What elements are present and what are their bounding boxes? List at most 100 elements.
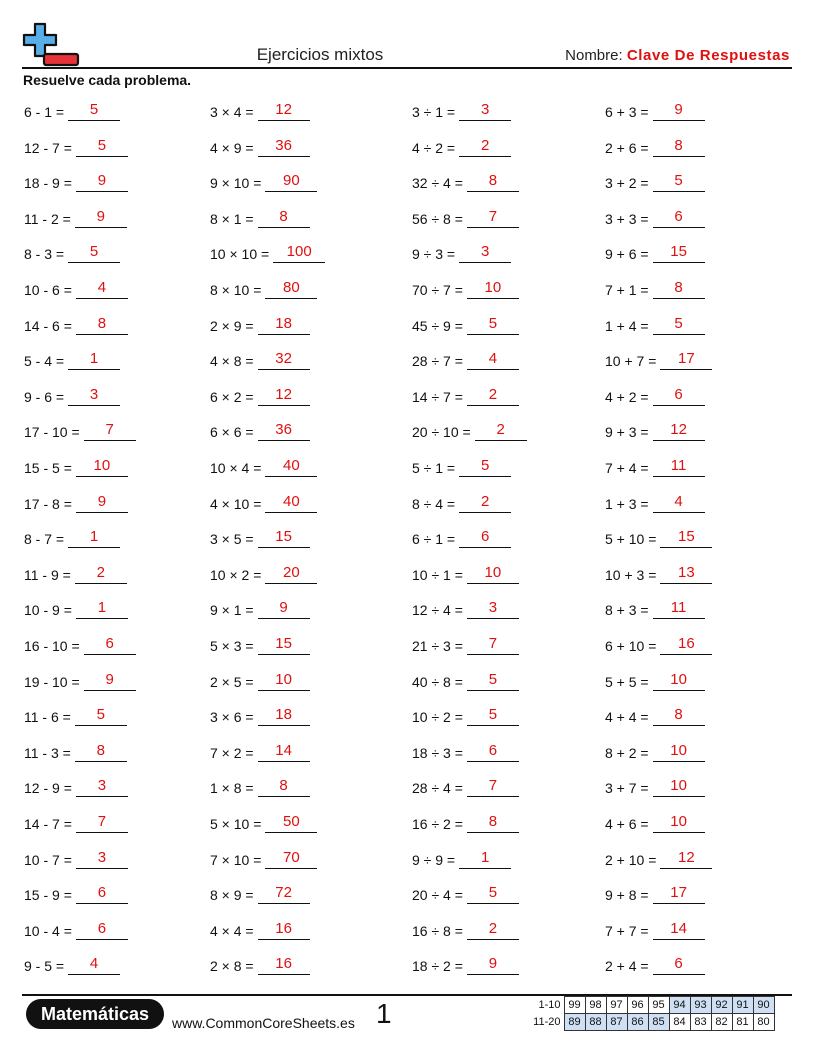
- problem-question: 4 × 10 =: [210, 495, 262, 512]
- problem-answer: 6: [652, 955, 705, 976]
- score-row-label: 11-20: [533, 1016, 561, 1028]
- score-cell: 99: [563, 996, 586, 1014]
- problem-answer: 3: [459, 101, 512, 121]
- problem-answer: 11: [652, 457, 705, 477]
- name-value: Clave De Respuestas: [626, 47, 790, 64]
- problem-question: 12 - 9 =: [24, 780, 72, 797]
- problem-answer: 80: [265, 279, 318, 299]
- problem-answer: 7: [466, 777, 519, 798]
- problem-item: 6 + 10 = 16: [605, 635, 713, 657]
- problem-item: 6 - 1 = 5: [24, 101, 121, 123]
- score-cell: 87: [605, 1013, 628, 1031]
- problem-answer: 17: [660, 350, 713, 371]
- problem-item: 17 - 8 = 9: [24, 493, 128, 515]
- problem-answer: 11: [652, 599, 705, 620]
- problem-item: 14 ÷ 7 = 2: [412, 386, 519, 408]
- problem-question: 5 × 10 =: [210, 816, 262, 832]
- problem-item: 12 - 7 = 5: [24, 137, 128, 159]
- problem-item: 12 ÷ 4 = 3: [412, 599, 519, 621]
- problem-question: 18 ÷ 2 =: [412, 958, 463, 975]
- score-row: 11-20 89 88 87 86 85 84 83 82 81 80: [528, 1013, 775, 1031]
- problem-item: 15 - 5 = 10: [24, 457, 128, 479]
- problem-item: 10 + 3 = 13: [605, 564, 713, 586]
- problem-question: 9 × 10 =: [210, 175, 262, 192]
- score-cell: 97: [605, 996, 628, 1014]
- problem-answer: 9: [75, 172, 128, 193]
- problem-item: 15 - 9 = 6: [24, 884, 128, 906]
- problem-answer: 14: [257, 742, 310, 762]
- problem-answer: 1: [75, 599, 128, 620]
- problem-answer: 14: [652, 920, 705, 940]
- problem-item: 8 ÷ 4 = 2: [412, 493, 512, 515]
- problem-item: 45 ÷ 9 = 5: [412, 315, 519, 337]
- problem-answer: 2: [466, 386, 519, 406]
- problem-answer: 4: [68, 955, 121, 976]
- problem-question: 10 × 2 =: [210, 566, 262, 583]
- name-label: Nombre:: [565, 47, 623, 64]
- problem-item: 10 - 6 = 4: [24, 279, 128, 301]
- plus-minus-logo-icon: [22, 22, 80, 67]
- problem-item: 5 × 3 = 15: [210, 635, 310, 657]
- problem-answer: 6: [83, 635, 136, 655]
- problem-answer: 16: [257, 920, 310, 940]
- problem-answer: 5: [466, 706, 519, 727]
- problem-answer: 8: [652, 279, 705, 299]
- score-row: 1-10 99 98 97 96 95 94 93 92 91 90: [528, 996, 775, 1014]
- problem-item: 3 + 7 = 10: [605, 777, 705, 799]
- problem-question: 3 × 5 =: [210, 531, 254, 548]
- problem-answer: 50: [265, 813, 318, 833]
- problem-item: 4 × 10 = 40: [210, 493, 318, 515]
- problem-answer: 3: [459, 243, 512, 264]
- problem-question: 14 ÷ 7 =: [412, 388, 463, 405]
- problem-answer: 15: [257, 635, 310, 655]
- problem-item: 2 + 6 = 8: [605, 137, 705, 159]
- problem-answer: 3: [466, 599, 519, 620]
- problem-question: 12 - 7 =: [24, 139, 72, 156]
- problem-item: 2 × 8 = 16: [210, 955, 310, 977]
- score-cell: 83: [689, 1013, 712, 1031]
- problem-answer: 1: [459, 849, 512, 869]
- problem-item: 16 ÷ 2 = 8: [412, 813, 519, 835]
- problem-item: 11 - 2 = 9: [24, 208, 127, 230]
- problem-question: 45 ÷ 9 =: [412, 317, 463, 334]
- problem-answer: 72: [257, 884, 310, 905]
- problem-question: 7 + 7 =: [605, 922, 649, 939]
- problem-item: 9 × 1 = 9: [210, 599, 310, 621]
- problem-question: 2 + 4 =: [605, 958, 649, 975]
- problem-answer: 1: [68, 528, 121, 549]
- problem-question: 6 × 2 =: [210, 388, 254, 405]
- problem-answer: 5: [466, 671, 519, 691]
- problem-item: 8 - 7 = 1: [24, 528, 121, 550]
- problem-answer: 7: [75, 813, 128, 833]
- problem-item: 28 ÷ 4 = 7: [412, 777, 519, 799]
- problem-item: 3 ÷ 1 = 3: [412, 101, 512, 123]
- problem-question: 18 ÷ 3 =: [412, 744, 463, 761]
- problem-question: 8 + 3 =: [605, 602, 649, 619]
- problem-question: 4 × 9 =: [210, 139, 254, 156]
- problem-question: 5 ÷ 1 =: [412, 460, 456, 476]
- problem-question: 1 × 8 =: [210, 780, 254, 797]
- problem-question: 70 ÷ 7 =: [412, 282, 463, 298]
- problem-item: 21 ÷ 3 = 7: [412, 635, 519, 657]
- problem-answer: 10: [652, 777, 705, 798]
- score-cell: 81: [731, 1013, 754, 1031]
- problem-item: 56 ÷ 8 = 7: [412, 208, 519, 230]
- problem-question: 5 - 4 =: [24, 353, 65, 370]
- problem-question: 3 × 6 =: [210, 709, 254, 726]
- problem-question: 9 + 8 =: [605, 887, 649, 904]
- score-cell: 94: [668, 996, 691, 1014]
- problem-question: 9 ÷ 3 =: [412, 246, 456, 263]
- problem-question: 19 - 10 =: [24, 673, 80, 690]
- problem-question: 8 ÷ 4 =: [412, 495, 456, 512]
- problem-item: 32 ÷ 4 = 8: [412, 172, 519, 194]
- problem-question: 10 - 7 =: [24, 851, 72, 868]
- problem-item: 5 ÷ 1 = 5: [412, 457, 512, 479]
- problem-item: 3 + 2 = 5: [605, 172, 705, 194]
- problem-question: 3 ÷ 1 =: [412, 104, 456, 120]
- problem-item: 9 × 10 = 90: [210, 172, 318, 194]
- problem-item: 6 × 2 = 12: [210, 386, 310, 408]
- problem-item: 3 × 6 = 18: [210, 706, 310, 728]
- problem-question: 9 × 1 =: [210, 602, 254, 619]
- problem-answer: 2: [474, 421, 527, 442]
- problem-question: 28 ÷ 7 =: [412, 353, 463, 370]
